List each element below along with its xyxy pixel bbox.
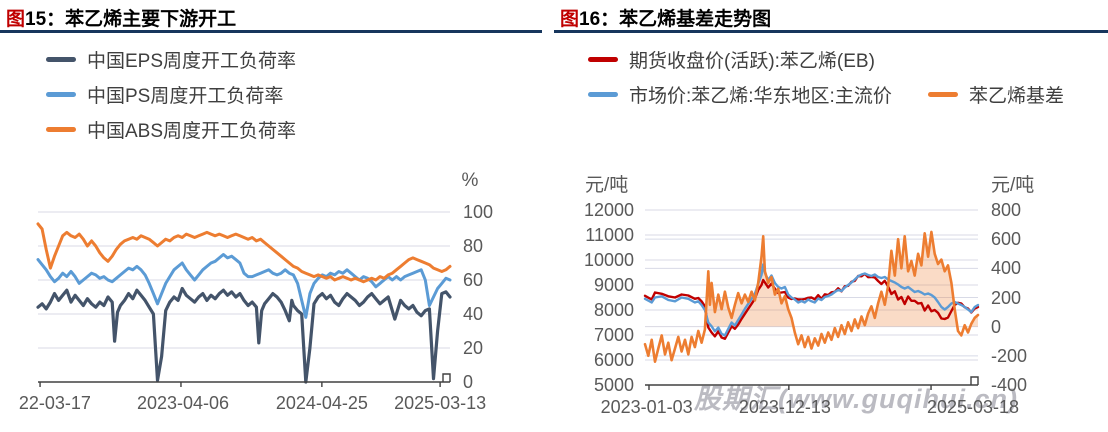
legend-swatch-spot [588,91,618,97]
legend-label-basis: 苯乙烯基差 [969,85,1065,107]
x-tick-label: 22-03-17 [18,393,91,413]
legend-swatch-futures [588,56,618,62]
y-tick-label: 400 [991,258,1022,279]
title-underline [0,30,542,33]
y-tick-label: 20 [463,338,484,358]
y-tick-label: 40 [463,304,484,324]
legend-row-2: 市场价:苯乙烯:华东地区:主流价 苯乙烯基差 [554,82,1108,107]
x-tick-label: 2024-04-25 [275,393,368,413]
x-tick-label: 2025-03-13 [394,393,487,413]
y-tick-label: 100 [463,202,494,222]
watermark: 股期汇(www.guqihui.cn) [694,384,1018,414]
y-tick-label: 200 [991,287,1022,308]
legend-item-basis: 苯乙烯基差 [928,82,1065,107]
legend-label-futures: 期货收盘价(活跃):苯乙烯(EB) [629,50,875,72]
y-tick-label: -400 [991,375,1028,395]
series-苯乙烯基差 [643,230,980,363]
figure-15-title-text: 15：苯乙烯主要下游开工 [25,9,237,30]
y-tick-label: 6000 [593,350,634,370]
legend-item-ps: 中国PS周度开工负荷率 [46,82,296,107]
series-中国PS周度开工负荷率 [36,253,452,319]
legend-label-ps: 中国PS周度开工负荷率 [87,85,284,107]
legend-item-abs: 中国ABS周度开工负荷率 [46,117,297,142]
legend-swatch-abs [46,126,76,132]
legend-item-spot: 市场价:苯乙烯:华东地区:主流价 [588,82,892,107]
y-tick-label: 80 [463,236,484,256]
series-中国ABS周度开工负荷率 [36,222,452,284]
legend-swatch-eps [46,56,76,62]
y-tick-label: 600 [991,229,1022,250]
y-tick-label: 7000 [593,325,634,345]
y-tick-label: 0 [991,316,1002,337]
figure-16-title: 图16：苯乙烯基差走势图 [560,4,771,31]
y-tick-label: 60 [463,270,484,290]
x-tick-label: 2025-03-18 [926,397,1020,417]
legend-label-eps: 中国EPS周度开工负荷率 [87,50,297,72]
y-tick-label: 9000 [593,275,634,295]
y-tick-label: 11000 [585,225,634,245]
title-underline [554,30,1108,33]
figure-16-title-text: 16：苯乙烯基差走势图 [579,9,772,30]
panel-downstream-operation: 图15：苯乙烯主要下游开工 中国EPS周度开工负荷率 中国PS周度开工负荷率 中… [0,4,542,413]
downstream-operation-chart [36,211,452,387]
panel-basis-trend: 图16：苯乙烯基差走势图 期货收盘价(活跃):苯乙烯(EB) 市场价:苯乙烯:华… [554,0,1108,432]
figure-15-title: 图15：苯乙烯主要下游开工 [6,4,236,31]
legend-row-1: 期货收盘价(活跃):苯乙烯(EB) [554,47,1108,72]
legend-item-eps: 中国EPS周度开工负荷率 [46,47,297,72]
y-axis-unit-left: 元/吨 [585,175,629,196]
y-tick-label: 8000 [593,300,634,320]
legend-swatch-basis [928,91,958,97]
basis-trend-chart [643,209,980,390]
figure-16-title-prefix: 图 [560,9,580,30]
y-tick-label: 5000 [593,375,634,395]
y-tick-label: 800 [991,200,1022,220]
y-tick-label: 0 [463,372,474,392]
y-tick-label: -200 [991,345,1028,366]
y-axis-unit-right: 元/吨 [991,175,1035,196]
x-tick-label: 2023-12-13 [738,397,831,417]
legend-label-spot: 市场价:苯乙烯:华东地区:主流价 [629,85,892,107]
x-tick-label: 2023-04-06 [136,393,230,413]
legend-item-futures: 期货收盘价(活跃):苯乙烯(EB) [588,47,875,72]
legend-label-abs: 中国ABS周度开工负荷率 [87,120,297,142]
y-tick-label: 12000 [583,200,634,220]
legend-downstream: 中国EPS周度开工负荷率 中国PS周度开工负荷率 中国ABS周度开工负荷率 [46,47,296,152]
legend-swatch-ps [46,91,76,97]
x-tick-label: 2023-01-03 [600,397,693,417]
y-axis-unit-percent: % [461,170,479,191]
y-tick-label: 10000 [583,250,634,270]
series-中国EPS周度开工负荷率 [36,286,452,384]
series-市场价:苯乙烯:华东地区:主流价 [643,263,980,337]
figure-15-title-prefix: 图 [6,9,26,30]
